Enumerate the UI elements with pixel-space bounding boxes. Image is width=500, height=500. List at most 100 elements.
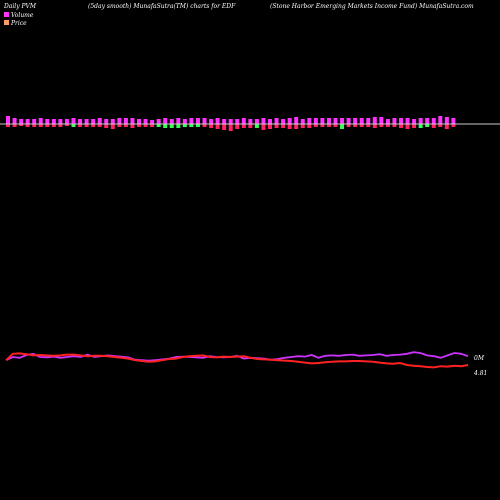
- volume-bar-up: [51, 119, 56, 124]
- volume-bar-up: [32, 119, 37, 124]
- volume-bar-down: [418, 124, 423, 128]
- volume-bar-up: [130, 118, 135, 124]
- volume-bar-up: [64, 119, 69, 124]
- volume-bar-up: [241, 118, 246, 124]
- volume-bar-down: [241, 124, 246, 128]
- legend-price-label: Price: [10, 20, 27, 27]
- volume-bar-down: [176, 124, 181, 128]
- volume-bar-up: [182, 119, 187, 124]
- volume-bar-up: [444, 117, 449, 124]
- volume-bar-up: [385, 119, 390, 124]
- volume-bar-down: [12, 124, 17, 127]
- volume-bar-up: [261, 118, 266, 124]
- volume-bar-down: [45, 124, 50, 127]
- volume-bar-up: [235, 119, 240, 124]
- volume-bar-down: [392, 124, 397, 127]
- volume-bar-up: [104, 119, 109, 124]
- volume-bar-down: [182, 124, 187, 127]
- volume-bar-up: [195, 118, 200, 124]
- volume-bar-down: [123, 124, 128, 127]
- volume-bar-down: [294, 124, 299, 129]
- volume-bar-up: [143, 119, 148, 124]
- volume-bar-down: [32, 124, 37, 127]
- legend-volume-swatch: [4, 12, 9, 17]
- volume-bar-up: [307, 118, 312, 124]
- volume-bar-up: [248, 119, 253, 124]
- volume-bar-down: [451, 124, 456, 127]
- volume-bar-up: [313, 118, 318, 124]
- volume-bar-up: [58, 119, 63, 124]
- volume-bar-up: [392, 118, 397, 124]
- volume-bar-down: [195, 124, 200, 127]
- volume-bar-up: [78, 119, 83, 124]
- volume-bar-up: [340, 118, 345, 124]
- volume-bar-up: [379, 117, 384, 124]
- volume-bar-down: [97, 124, 102, 127]
- volume-bar-down: [84, 124, 89, 127]
- volume-bar-down: [25, 124, 30, 127]
- volume-bar-up: [150, 120, 155, 124]
- volume-bar-up: [176, 118, 181, 124]
- price-value-label: 4.81: [473, 370, 487, 377]
- volume-bar-up: [372, 117, 377, 124]
- volume-bar-down: [19, 124, 24, 126]
- volume-bar-up: [209, 119, 214, 124]
- volume-bar-down: [385, 124, 390, 127]
- volume-bar-down: [431, 124, 436, 128]
- volume-bar-up: [19, 119, 24, 124]
- volume-bar-down: [359, 124, 364, 127]
- volume-bar-down: [379, 124, 384, 127]
- volume-bar-down: [163, 124, 168, 128]
- volume-bar-up: [91, 119, 96, 124]
- volume-bar-up: [254, 119, 259, 124]
- volume-bar-down: [340, 124, 345, 129]
- legend: Volume Price: [4, 12, 34, 27]
- volume-bar-up: [268, 119, 272, 124]
- volume-bar-down: [261, 124, 266, 130]
- volume-bar-down: [366, 124, 371, 127]
- volume-bar-down: [156, 124, 161, 127]
- volume-bar-down: [281, 124, 286, 128]
- volume-bar-down: [444, 124, 449, 129]
- volume-bar-down: [228, 124, 233, 131]
- volume-bar-up: [366, 118, 371, 124]
- volume-bar-up: [346, 118, 351, 124]
- volume-bar-up: [333, 118, 338, 124]
- volume-bar-down: [38, 124, 43, 127]
- volume-bar-down: [405, 124, 410, 129]
- volume-bars: [6, 116, 456, 131]
- volume-bar-up: [215, 118, 220, 124]
- volume-bar-up: [222, 119, 227, 124]
- volume-bar-down: [64, 124, 69, 126]
- volume-bar-up: [438, 116, 443, 124]
- legend-price-swatch: [4, 20, 9, 25]
- volume-bar-down: [71, 124, 76, 127]
- volume-bar-up: [405, 118, 410, 124]
- volume-bar-down: [209, 124, 214, 128]
- volume-bar-down: [104, 124, 109, 128]
- volume-bar-up: [117, 118, 122, 124]
- volume-bar-up: [399, 118, 403, 124]
- volume-bar-up: [71, 118, 76, 124]
- volume-bar-down: [189, 124, 194, 127]
- volume-bar-up: [84, 119, 89, 124]
- volume-bar-up: [326, 118, 331, 124]
- volume-bar-up: [38, 118, 43, 124]
- volume-bar-down: [287, 124, 292, 129]
- header-right: (Stone Harbor Emerging Markets Income Fu…: [270, 3, 474, 10]
- volume-bar-down: [150, 124, 155, 127]
- volume-bar-down: [333, 124, 338, 127]
- volume-bar-down: [169, 124, 174, 128]
- volume-bar-down: [202, 124, 207, 127]
- volume-bar-up: [156, 119, 161, 124]
- volume-bar-down: [399, 124, 403, 128]
- volume-bar-down: [307, 124, 312, 128]
- volume-bar-up: [320, 118, 325, 124]
- volume-bar-up: [189, 118, 194, 124]
- volume-bar-up: [12, 118, 17, 124]
- volume-bar-down: [91, 124, 96, 127]
- volume-bar-up: [123, 118, 128, 124]
